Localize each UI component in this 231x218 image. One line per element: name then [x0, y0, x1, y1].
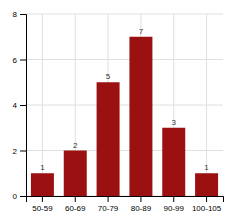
data-label: 1	[204, 163, 209, 172]
tick-label: 4	[13, 101, 18, 110]
tick-label: 2	[13, 147, 18, 156]
tick-label: 70-79	[98, 204, 119, 213]
data-label: 5	[106, 72, 111, 81]
data-label: 2	[73, 141, 78, 150]
tick-label: 8	[13, 10, 18, 19]
tick: 0	[13, 192, 26, 201]
y-axis: 0 2 4 6 8	[13, 10, 27, 201]
tick-mark	[20, 196, 26, 197]
tick-mark	[108, 196, 109, 202]
tick: 60-69	[65, 196, 86, 213]
tick: 70-79	[98, 196, 119, 213]
bar	[162, 128, 185, 196]
bar	[64, 151, 87, 197]
data-label: 3	[172, 118, 177, 127]
tick: 90-99	[164, 196, 185, 213]
tick-label: 60-69	[65, 204, 86, 213]
data-labels: 1 2 5 7 3 1	[40, 27, 209, 173]
tick-mark	[173, 196, 174, 202]
tick-mark	[20, 151, 26, 152]
tick: 50-59	[32, 196, 53, 213]
chart: 1 2 5 7 3 1 0 2 4 6 8 50-59 60-69 70-79 80-89 90-99 100-…	[0, 0, 231, 218]
axis-line	[27, 197, 224, 203]
grid	[26, 14, 223, 196]
tick: 2	[13, 147, 26, 156]
tick-mark	[20, 105, 26, 106]
data-label: 1	[40, 163, 45, 172]
tick-mark	[140, 196, 141, 202]
grid-line	[26, 59, 223, 60]
bar	[195, 173, 218, 196]
tick: 4	[13, 101, 26, 110]
grid-line	[26, 105, 223, 106]
tick-mark	[20, 14, 26, 15]
tick-mark	[20, 60, 26, 61]
bar	[31, 173, 54, 196]
grid-line	[26, 14, 223, 15]
bar	[97, 82, 120, 196]
tick-label: 0	[13, 192, 18, 201]
bar	[129, 37, 152, 196]
tick-mark	[75, 196, 76, 202]
tick-mark	[206, 196, 207, 202]
bars	[31, 37, 218, 196]
tick: 80-89	[131, 196, 152, 213]
tick: 8	[13, 10, 26, 19]
tick-label: 80-89	[131, 204, 152, 213]
tick: 6	[13, 56, 26, 65]
tick-mark	[42, 196, 43, 202]
tick-label: 100-105	[192, 204, 222, 213]
axis-line	[20, 15, 27, 197]
tick: 100-105	[192, 196, 222, 213]
grid-line	[26, 150, 223, 151]
tick-label: 90-99	[164, 204, 185, 213]
data-label: 7	[139, 27, 144, 36]
tick-label: 6	[13, 56, 18, 65]
x-axis: 50-59 60-69 70-79 80-89 90-99 100-105	[27, 196, 224, 213]
tick-label: 50-59	[32, 204, 53, 213]
